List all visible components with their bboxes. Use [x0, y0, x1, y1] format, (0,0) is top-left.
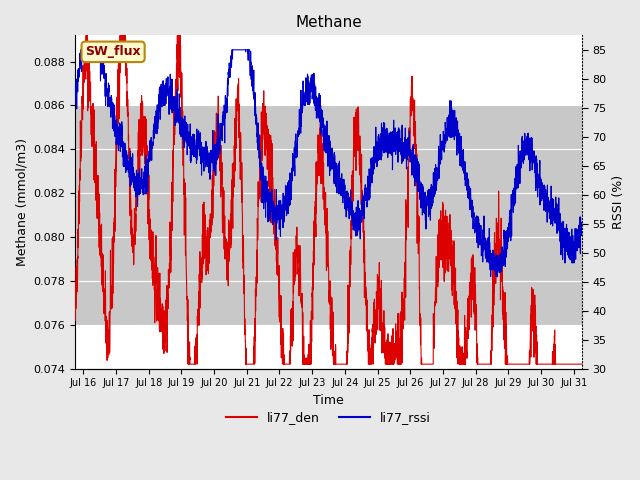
X-axis label: Time: Time: [313, 394, 344, 407]
li77_den: [83, 33, 90, 38]
li77_rssi: [77, 47, 84, 53]
Legend: li77_den, li77_rssi: li77_den, li77_rssi: [221, 406, 436, 429]
li77_rssi: [568, 250, 576, 256]
Title: Methane: Methane: [295, 15, 362, 30]
li77_den: [159, 308, 167, 314]
li77_den: [514, 361, 522, 367]
li77_den: [568, 361, 576, 367]
li77_den: [129, 246, 137, 252]
li77_den: [184, 361, 192, 367]
Line: li77_rssi: li77_rssi: [75, 50, 582, 277]
Text: SW_flux: SW_flux: [85, 45, 141, 59]
Line: li77_den: li77_den: [75, 36, 582, 364]
li77_den: [578, 361, 586, 367]
li77_rssi: [514, 170, 522, 176]
li77_rssi: [159, 78, 167, 84]
li77_rssi: [288, 165, 296, 171]
li77_den: [266, 176, 274, 182]
li77_rssi: [492, 274, 500, 280]
Y-axis label: Methane (mmol/m3): Methane (mmol/m3): [15, 138, 28, 266]
li77_den: [288, 313, 296, 319]
Y-axis label: RSSI (%): RSSI (%): [612, 175, 625, 229]
li77_rssi: [578, 232, 586, 238]
li77_rssi: [266, 215, 273, 221]
li77_rssi: [71, 100, 79, 106]
li77_rssi: [129, 168, 137, 174]
Bar: [75, 106, 582, 324]
li77_den: [71, 311, 79, 316]
